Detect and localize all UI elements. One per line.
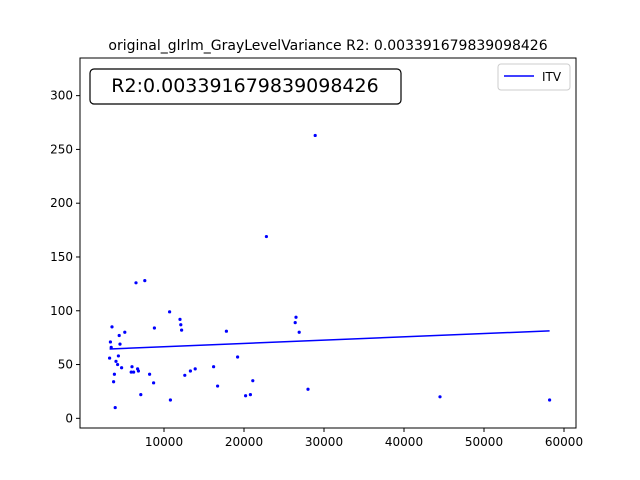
scatter-point [183,373,187,377]
scatter-point [224,329,228,333]
regression-line-itv [109,330,550,350]
series-layer [108,133,552,410]
x-tick-label: 10000 [145,435,183,449]
scatter-point [136,369,140,373]
scatter-point [244,394,248,398]
scatter-point [548,398,552,402]
scatter-point [112,380,116,384]
scatter-point [143,279,147,283]
scatter-point [114,359,118,363]
scatter-point [251,379,255,383]
scatter-point [116,354,120,358]
y-axis: 0 50 100 150 200 250 300 [50,89,80,425]
scatter-point [294,315,298,319]
scatter-point [113,405,117,410]
scatter-point [264,234,268,239]
scatter-point [130,365,134,369]
scatter-point [168,310,172,314]
scatter-point [132,370,136,374]
scatter-point [180,328,184,332]
scatter-point [129,370,133,374]
scatter-point [148,372,152,376]
scatter-point [188,369,192,373]
annotation-box: R2:0.003391679839098426 [89,68,402,105]
scatter-point [134,281,138,285]
scatter-point [139,393,143,397]
y-tick-label: 250 [50,142,73,156]
scatter-point [216,384,220,388]
x-tick-label: 40000 [385,435,423,449]
scatter-point [178,317,182,321]
scatter-point [313,133,317,138]
y-tick-label: 0 [65,411,73,425]
legend-frame [497,63,571,91]
scatter-point [108,340,112,344]
y-tick-label: 300 [50,89,73,103]
scatter-point [120,366,124,370]
scatter-point [438,395,442,399]
scatter-point [116,362,120,367]
axes-frame [79,57,577,429]
legend-label-itv: ITV [542,70,562,84]
scatter-point [212,365,216,369]
scatter-point [297,330,301,334]
y-tick-label: 150 [50,250,73,264]
x-axis: 10000 20000 30000 40000 50000 60000 [145,428,583,449]
annotation-text: R2:0.003391679839098426 [111,75,378,97]
scatter-point [108,356,112,360]
scatter-point [306,387,310,391]
plot-area [79,57,577,429]
scatter-point [152,381,156,385]
scatter-point [193,367,197,371]
scatter-point [248,393,252,397]
x-tick-label: 60000 [545,435,583,449]
scatter-point [168,398,172,402]
annotation-frame [89,68,402,105]
scatter-point [109,345,113,349]
scatter-point [293,320,297,325]
scatter-point [117,333,121,338]
x-tick-label: 30000 [305,435,343,449]
scatter-point [123,330,127,334]
scatter-point [152,326,156,330]
legend: ITV [497,63,571,91]
chart-title: original_glrlm_GrayLevelVariance R2: 0.0… [108,38,547,54]
scatter-point [236,355,240,359]
x-tick-label: 20000 [225,435,263,449]
x-tick-label: 50000 [465,435,503,449]
scatter-point [118,342,122,346]
scatter-point [112,372,116,376]
scatter-point [179,323,183,327]
y-tick-label: 200 [50,196,73,210]
scatter-point [110,325,114,329]
y-tick-label: 50 [58,358,73,372]
y-tick-label: 100 [50,304,73,318]
